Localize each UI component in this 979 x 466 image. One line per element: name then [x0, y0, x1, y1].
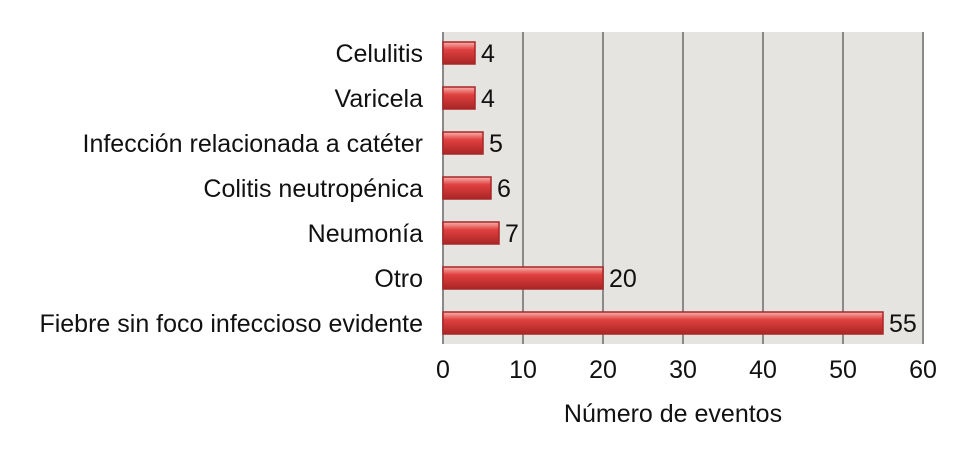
gridlines	[442, 32, 924, 344]
x-tick-label: 50	[829, 356, 857, 384]
bar	[442, 311, 884, 335]
x-tick-label: 60	[909, 356, 937, 384]
x-axis-title: Número de eventos	[564, 400, 782, 428]
bars	[442, 41, 884, 335]
x-tick-label: 20	[589, 356, 617, 384]
x-tick-label: 10	[509, 356, 537, 384]
data-label: 4	[481, 85, 495, 113]
bar	[442, 221, 500, 245]
x-axis-ticks: 0 10 20 30 40 50 60	[436, 356, 937, 384]
category-label: Infección relacionada a catéter	[83, 130, 424, 158]
category-label: Celulitis	[335, 40, 423, 68]
bar	[442, 41, 476, 65]
category-label: Otro	[374, 265, 423, 293]
data-label: 55	[889, 310, 917, 338]
bar	[442, 131, 484, 155]
x-tick-label: 0	[436, 356, 450, 384]
bar	[442, 176, 492, 200]
category-label: Varicela	[335, 85, 424, 113]
x-tick-label: 30	[669, 356, 697, 384]
bar	[442, 86, 476, 110]
category-labels: Celulitis Varicela Infección relacionada a…	[39, 40, 423, 338]
data-label: 20	[609, 265, 637, 293]
bar	[442, 266, 604, 290]
data-label: 7	[505, 220, 519, 248]
data-labels: 4 4 5 6 7 20 55	[481, 40, 917, 338]
data-label: 4	[481, 40, 495, 68]
data-label: 6	[497, 175, 511, 203]
data-label: 5	[489, 130, 503, 158]
x-tick-label: 40	[749, 356, 777, 384]
category-label: Colitis neutropénica	[203, 175, 423, 203]
category-label: Fiebre sin foco infeccioso evidente	[39, 310, 423, 338]
category-label: Neumonía	[308, 220, 423, 248]
